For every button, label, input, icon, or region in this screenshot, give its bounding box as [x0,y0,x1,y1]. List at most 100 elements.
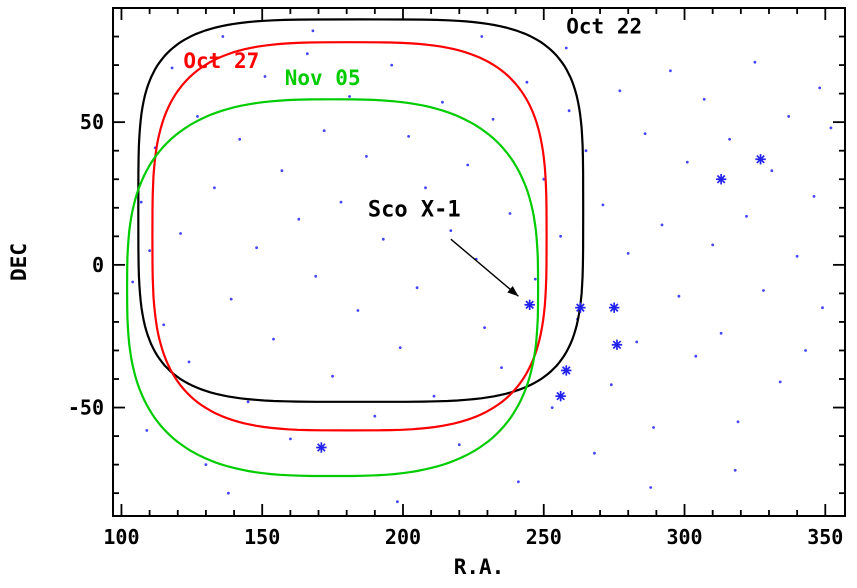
faint-source-dot [297,217,301,221]
faint-source-dot [457,443,461,447]
faint-source-dot [694,354,698,358]
y-tick-label: 50 [80,110,104,134]
faint-source-dot [272,337,275,341]
faint-source-dot [424,186,427,190]
star-marker [715,174,727,185]
faint-source-dot [221,35,225,38]
x-tick-label: 100 [103,525,139,549]
faint-source-dot [618,89,622,93]
star-marker [575,302,586,313]
faint-source-dot [660,223,664,227]
faint-source-dot [525,80,529,84]
faint-source-dot [787,115,791,118]
faint-source-dot [564,46,568,50]
faint-source-dot [677,294,681,298]
faint-source-dot [170,66,174,70]
faint-source-dot [517,480,520,484]
star-marker [561,365,572,376]
faint-source-dot [396,500,399,504]
faint-source-dot [770,169,774,173]
faint-source-dot [491,117,495,121]
faint-source-dot [652,426,655,429]
faint-source-dot [635,340,639,344]
faint-source-dot [702,97,706,101]
faint-source-dot [593,451,596,455]
faint-source-dot [795,254,799,258]
y-tick-label: -50 [68,396,104,420]
faint-source-dot [305,52,309,56]
x-tick-label: 150 [244,525,280,549]
faint-source-dot [280,169,284,173]
faint-source-dot [778,380,782,384]
faint-source-dot [500,366,503,369]
x-axis-label: R.A. [454,555,505,579]
faint-source-dot [745,214,748,218]
faint-source-dot [753,60,757,64]
faint-source-dot [145,429,149,432]
faint-source-dot [196,115,199,118]
faint-source-dot [246,400,250,404]
faint-source-dot [381,237,385,241]
faint-source-dot [187,360,191,364]
faint-source-dot [365,155,368,158]
faint-source-dot [728,137,731,141]
x-tick-label: 350 [807,525,843,549]
faint-source-dot [331,374,334,378]
faint-source-dot [533,277,537,281]
faint-sources [131,29,833,504]
faint-source-dot [390,63,394,67]
faint-source-dot [818,86,822,90]
star-marker [608,302,620,313]
contour-label-oct-27: Oct 27 [183,49,259,73]
faint-source-dot [263,75,267,78]
sco-x1-label: Sco X-1 [368,197,461,222]
faint-source-dot [179,232,183,235]
faint-source-dot [601,203,605,207]
faint-source-dot [643,132,647,136]
y-tick-label: 0 [92,253,104,277]
faint-source-dot [227,491,230,495]
faint-source-dot [238,137,242,141]
contour-oct-27 [151,41,548,432]
faint-source-dot [289,437,292,441]
faint-source-dot [669,69,672,73]
plot-border [112,7,846,517]
faint-source-dot [711,243,715,247]
faint-source-dot [407,135,410,138]
faint-source-dot [311,29,315,33]
faint-source-dot [719,331,723,335]
faint-source-dot [733,468,737,472]
star-marker [316,442,327,453]
faint-source-dot [162,323,166,327]
faint-source-dot [373,414,377,418]
faint-source-dot [314,274,318,278]
y-axis-label: DEC [7,243,31,281]
faint-source-dot [255,246,258,250]
star-marker [611,339,623,350]
faint-source-dot [339,200,343,204]
faint-source-dot [322,129,326,133]
faint-source-dot [812,195,816,198]
star-marker [755,154,766,165]
faint-source-dot [559,234,562,238]
faint-source-dot [204,463,208,466]
faint-source-dot [356,309,360,312]
contour-label-oct-22: Oct 22 [566,15,642,39]
faint-source-dot [483,326,486,329]
faint-source-dot [649,486,653,489]
faint-source-dot [821,306,824,310]
sco-x1-arrowhead [507,285,519,297]
faint-source-dot [685,160,689,164]
faint-source-dot [213,186,216,190]
faint-source-dot [415,286,419,290]
faint-source-dot [626,252,630,255]
star-marker [524,299,535,311]
star-marker [555,390,566,402]
faint-source-dot [584,149,588,153]
faint-source-dot [229,297,233,301]
faint-source-dot [829,126,833,130]
